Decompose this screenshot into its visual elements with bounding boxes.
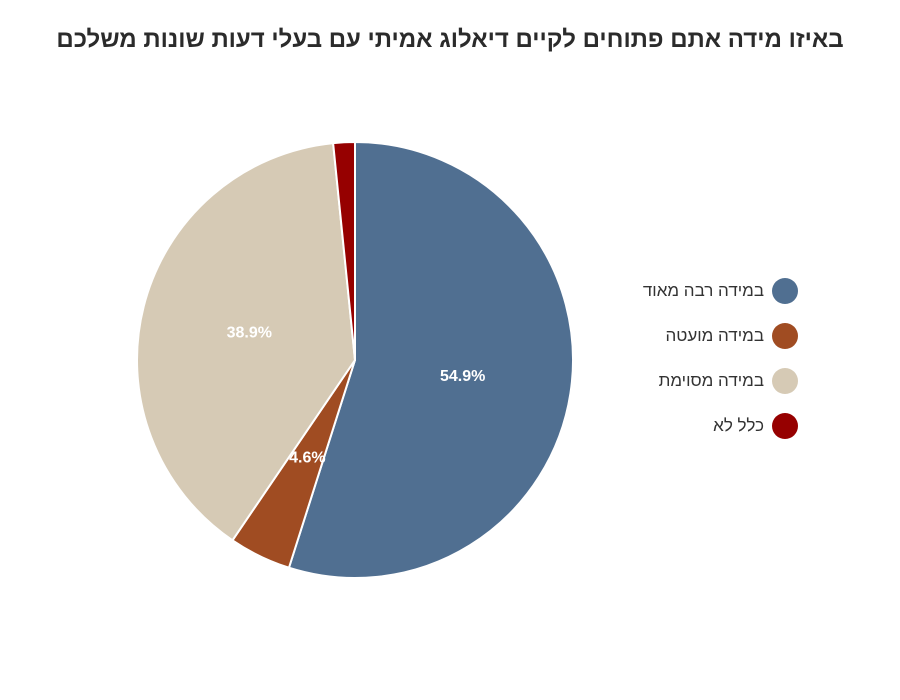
pie-slice-somewhat[interactable] — [136, 142, 357, 542]
legend-label-somewhat: במידה מסוימת — [658, 371, 764, 390]
legend-swatch-somewhat — [772, 368, 798, 394]
legend-item-somewhat[interactable]: במידה מסוימת — [643, 368, 798, 394]
legend-swatch-very-much — [772, 278, 798, 304]
slice-label-somewhat: 38.9% — [227, 325, 272, 342]
legend-label-little: במידה מועטה — [665, 326, 764, 345]
slice-label-little: 4.6% — [289, 450, 325, 467]
pie-slice-very-much[interactable] — [287, 140, 574, 579]
pie-slice-not-at-all[interactable] — [332, 140, 356, 361]
legend-label-not-at-all: כלל לא — [713, 416, 764, 435]
legend-swatch-not-at-all — [772, 413, 798, 439]
legend: במידה רבה מאוד במידה מועטה במידה מסוימת … — [643, 278, 798, 458]
legend-item-not-at-all[interactable]: כלל לא — [643, 413, 798, 439]
slice-label-very-much: 54.9% — [440, 368, 485, 385]
legend-item-very-much[interactable]: במידה רבה מאוד — [643, 278, 798, 304]
legend-swatch-little — [772, 323, 798, 349]
legend-item-little[interactable]: במידה מועטה — [643, 323, 798, 349]
chart-title: באיזו מידה אתם פתוחים לקיים דיאלוג אמיתי… — [56, 26, 844, 53]
legend-label-very-much: במידה רבה מאוד — [642, 281, 764, 300]
